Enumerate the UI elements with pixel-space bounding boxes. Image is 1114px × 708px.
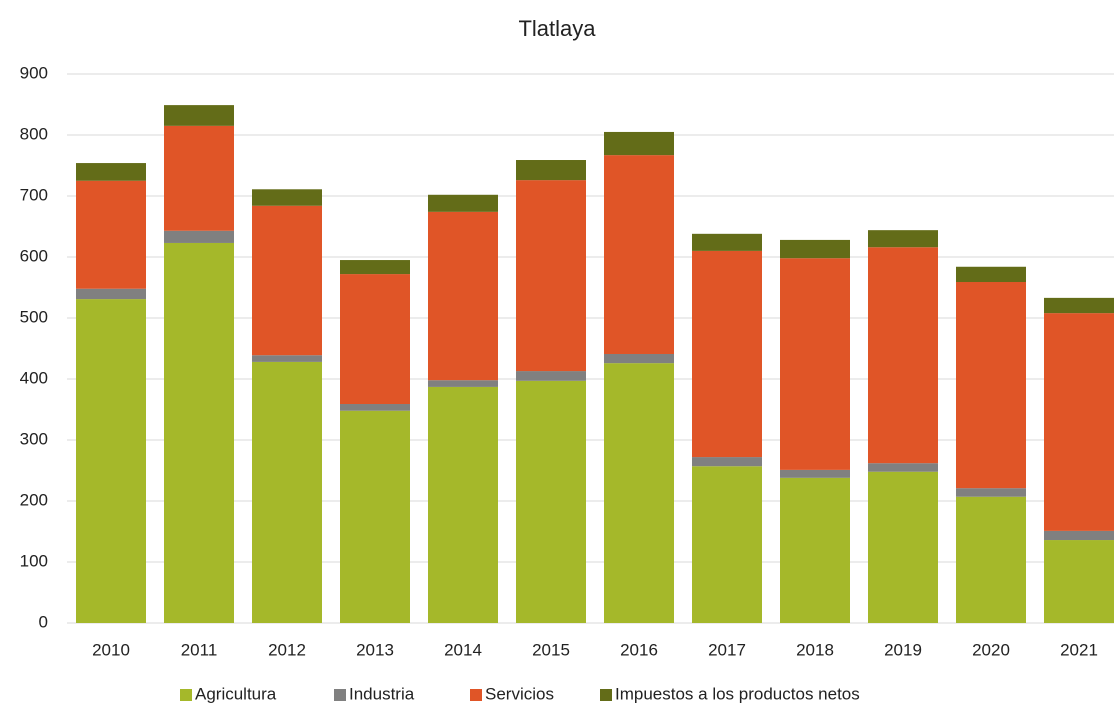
bar-segment bbox=[956, 266, 1026, 283]
bar-segment bbox=[780, 469, 850, 478]
bar-segment bbox=[76, 288, 146, 300]
bar-segment bbox=[340, 260, 410, 275]
bar-segment bbox=[956, 496, 1026, 623]
bar-segment bbox=[164, 242, 234, 623]
bar-segment bbox=[340, 274, 410, 405]
y-tick-label: 200 bbox=[20, 490, 48, 509]
bar-segment bbox=[516, 380, 586, 623]
bar-segment bbox=[164, 105, 234, 126]
chart-title: Tlatlaya bbox=[518, 16, 596, 41]
y-tick-label: 400 bbox=[20, 368, 48, 387]
bar-segment bbox=[1044, 540, 1114, 623]
legend-swatch bbox=[470, 689, 482, 701]
x-tick-label: 2021 bbox=[1060, 640, 1098, 659]
bar-segment bbox=[76, 163, 146, 181]
bar-segment bbox=[868, 471, 938, 623]
y-tick-label: 500 bbox=[20, 307, 48, 326]
bar-segment bbox=[252, 189, 322, 206]
legend-label: Industria bbox=[349, 684, 415, 703]
bar-segment bbox=[252, 361, 322, 623]
bar-segment bbox=[428, 211, 498, 381]
bar-segment bbox=[868, 247, 938, 464]
y-tick-label: 0 bbox=[39, 612, 48, 631]
legend-swatch bbox=[180, 689, 192, 701]
bar-segment bbox=[252, 355, 322, 362]
bar-segment bbox=[516, 180, 586, 372]
bar-segment bbox=[340, 410, 410, 623]
bar-segment bbox=[692, 466, 762, 623]
bar-segment bbox=[956, 282, 1026, 489]
bar-segment bbox=[516, 371, 586, 381]
y-tick-label: 700 bbox=[20, 185, 48, 204]
bar-segment bbox=[428, 380, 498, 387]
bar-segment bbox=[604, 353, 674, 364]
bar-segment bbox=[516, 160, 586, 181]
y-tick-label: 300 bbox=[20, 429, 48, 448]
y-tick-label: 600 bbox=[20, 246, 48, 265]
legend-label: Servicios bbox=[485, 684, 554, 703]
legend-swatch bbox=[334, 689, 346, 701]
bar-segment bbox=[428, 386, 498, 623]
x-tick-label: 2018 bbox=[796, 640, 834, 659]
bar-segment bbox=[604, 131, 674, 156]
bar-segment bbox=[252, 205, 322, 356]
bar-segment bbox=[1044, 313, 1114, 531]
x-tick-label: 2017 bbox=[708, 640, 746, 659]
bar-segment bbox=[692, 457, 762, 467]
y-tick-label: 100 bbox=[20, 551, 48, 570]
bar-segment bbox=[604, 155, 674, 354]
x-tick-label: 2013 bbox=[356, 640, 394, 659]
bar-segment bbox=[780, 477, 850, 623]
x-tick-label: 2020 bbox=[972, 640, 1010, 659]
bar-segment bbox=[164, 230, 234, 243]
bar-segment bbox=[780, 258, 850, 470]
bar-segment bbox=[1044, 530, 1114, 541]
y-tick-label: 800 bbox=[20, 124, 48, 143]
bar-segment bbox=[428, 194, 498, 212]
x-tick-label: 2011 bbox=[181, 640, 218, 659]
x-tick-label: 2010 bbox=[92, 640, 130, 659]
bar-segment bbox=[164, 125, 234, 231]
legend-label: Impuestos a los productos netos bbox=[615, 684, 860, 703]
y-tick-label: 900 bbox=[20, 63, 48, 82]
bar-segment bbox=[76, 299, 146, 623]
bar-segment bbox=[780, 239, 850, 259]
bar-segment bbox=[340, 404, 410, 411]
x-tick-label: 2012 bbox=[268, 640, 306, 659]
bar-segment bbox=[76, 180, 146, 289]
x-tick-label: 2016 bbox=[620, 640, 658, 659]
bar-segment bbox=[868, 463, 938, 472]
bar-segment bbox=[692, 233, 762, 251]
bar-segment bbox=[868, 230, 938, 248]
bar-segment bbox=[692, 250, 762, 458]
bar-segment bbox=[1044, 297, 1114, 314]
bar-segment bbox=[604, 363, 674, 623]
bar-segment bbox=[956, 488, 1026, 497]
x-tick-label: 2019 bbox=[884, 640, 922, 659]
legend-swatch bbox=[600, 689, 612, 701]
x-tick-label: 2014 bbox=[444, 640, 482, 659]
x-tick-label: 2015 bbox=[532, 640, 570, 659]
legend-label: Agricultura bbox=[195, 684, 277, 703]
